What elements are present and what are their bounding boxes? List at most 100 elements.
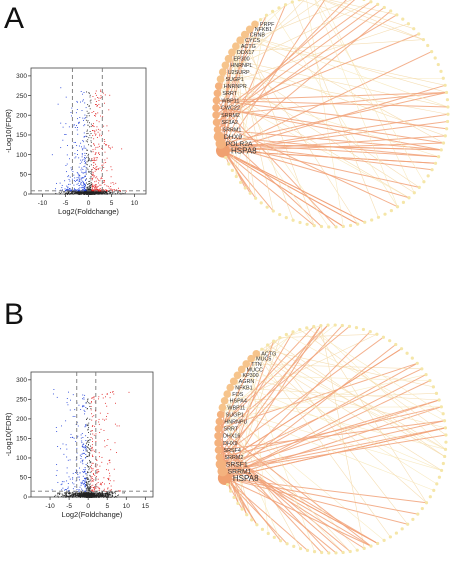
network-edge <box>227 393 446 450</box>
data-point <box>77 474 79 476</box>
data-point <box>88 467 90 469</box>
data-point <box>68 489 70 491</box>
network-node <box>327 225 331 229</box>
network-node <box>369 0 373 4</box>
network-node <box>221 61 230 70</box>
data-point <box>80 495 82 497</box>
network-edge <box>313 326 427 503</box>
network-node <box>229 489 233 493</box>
data-point <box>104 184 106 186</box>
data-point <box>79 179 81 181</box>
data-point <box>82 176 84 178</box>
data-point <box>92 490 94 492</box>
data-point <box>68 175 70 177</box>
network-node <box>320 550 324 555</box>
data-point <box>87 149 89 151</box>
data-point <box>66 492 68 494</box>
data-point <box>87 191 88 192</box>
network-labels: HSPA8POLR2ADHX9SRRM1SF3A2SRRM2CWC22WBP11… <box>221 22 275 155</box>
data-point <box>67 495 69 497</box>
data-point <box>88 426 90 428</box>
data-point <box>85 445 86 446</box>
network-node <box>445 127 449 131</box>
data-point <box>84 185 86 187</box>
data-point <box>93 487 95 489</box>
data-point <box>97 469 99 471</box>
data-point <box>91 446 93 448</box>
network-node <box>439 69 443 73</box>
data-point <box>113 496 115 498</box>
data-point <box>85 189 87 191</box>
data-point <box>62 487 64 489</box>
data-point <box>81 178 83 179</box>
data-point <box>96 191 98 193</box>
network-node <box>298 328 302 332</box>
data-point <box>84 102 86 104</box>
data-point <box>93 191 95 193</box>
data-point <box>64 492 66 494</box>
data-point <box>107 469 109 471</box>
network-edge <box>231 39 424 53</box>
data-point <box>87 483 89 485</box>
data-point <box>82 459 84 461</box>
data-point <box>90 192 92 194</box>
data-point <box>107 190 109 192</box>
data-point <box>90 102 92 104</box>
data-point <box>81 148 83 150</box>
data-point <box>118 190 120 192</box>
data-point <box>98 493 100 494</box>
data-point <box>98 471 100 473</box>
data-point <box>72 496 74 498</box>
data-point <box>83 125 85 127</box>
data-point <box>80 182 82 184</box>
data-point <box>93 186 95 188</box>
network-edge <box>219 331 294 458</box>
data-point <box>80 456 82 458</box>
network-node-label: KP300 <box>242 373 258 379</box>
network-edge <box>246 363 422 370</box>
data-point <box>58 191 60 193</box>
network-node <box>259 201 263 205</box>
data-point <box>89 405 91 407</box>
data-point <box>89 191 91 193</box>
data-point <box>107 496 109 498</box>
network-edge <box>224 477 418 515</box>
data-point <box>89 480 91 482</box>
network-node-label: MUC5 <box>256 357 271 363</box>
data-point <box>79 454 81 456</box>
network-node <box>224 155 228 160</box>
network-node <box>436 62 440 67</box>
network-node <box>362 0 366 2</box>
network-node-label: HNRNPL <box>230 63 252 69</box>
data-point <box>92 174 94 176</box>
data-point <box>85 158 86 160</box>
data-point <box>59 493 61 495</box>
data-point <box>85 443 87 445</box>
data-point <box>86 450 88 452</box>
data-point <box>84 470 86 472</box>
data-point <box>90 150 92 152</box>
data-point <box>90 430 92 432</box>
data-point <box>106 415 107 417</box>
data-point <box>114 493 116 495</box>
data-point <box>114 442 116 444</box>
data-point <box>65 192 67 194</box>
data-point <box>86 116 88 118</box>
data-point <box>101 192 102 194</box>
data-point <box>69 492 71 494</box>
x-tick-label: 15 <box>142 503 150 510</box>
network-node <box>388 339 392 343</box>
data-point <box>86 494 87 496</box>
network-node <box>439 468 444 473</box>
data-point <box>103 477 105 479</box>
data-point <box>84 410 86 412</box>
network-node <box>439 405 443 409</box>
data-point <box>93 130 95 132</box>
data-point <box>85 191 87 193</box>
data-point <box>85 482 87 483</box>
network-edge <box>218 362 418 430</box>
data-point <box>95 94 97 96</box>
network-node <box>376 215 381 219</box>
data-point <box>105 495 107 497</box>
data-point <box>90 126 92 128</box>
